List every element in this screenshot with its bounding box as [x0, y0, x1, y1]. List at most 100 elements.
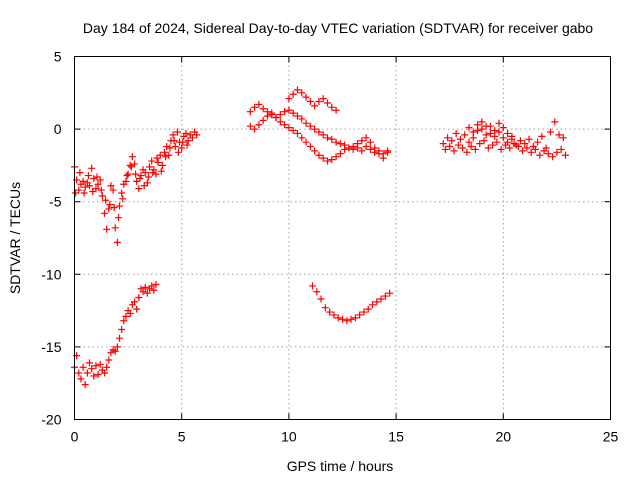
data-point [183, 141, 191, 149]
plot-frame [74, 56, 611, 420]
data-point [148, 157, 156, 165]
data-point [124, 170, 132, 178]
data-point [536, 151, 544, 159]
series-early-lower [71, 280, 160, 389]
grid [74, 56, 611, 420]
data-point [153, 154, 161, 162]
data-point [375, 150, 383, 158]
data-point [285, 106, 293, 114]
y-tick-label: -20 [41, 412, 61, 428]
data-point [178, 144, 186, 152]
x-tick-label: 5 [178, 429, 186, 445]
data-point [311, 102, 319, 110]
data-point [118, 189, 126, 197]
series-evening-b [441, 137, 569, 161]
data-point [377, 295, 385, 303]
data-point [111, 224, 119, 232]
data-point [519, 147, 527, 155]
data-point [152, 280, 160, 288]
series-midday-lower [308, 282, 394, 325]
data-point [118, 325, 126, 333]
data-point [302, 93, 310, 101]
x-tick-label: 10 [281, 429, 297, 445]
data-point [289, 109, 297, 117]
data-point [89, 188, 97, 196]
data-point [140, 182, 148, 190]
data-point [444, 134, 452, 142]
data-point [343, 317, 351, 325]
series-midday-upper-a [246, 100, 392, 158]
data-point [319, 95, 327, 103]
data-point [351, 314, 359, 322]
data-point [90, 174, 98, 182]
data-point [83, 369, 91, 377]
data-point [188, 134, 196, 142]
data-point [364, 305, 372, 313]
data-point [360, 308, 368, 316]
data-point [315, 128, 323, 136]
data-point [268, 109, 276, 117]
data-point [122, 177, 130, 185]
data-point [347, 315, 355, 323]
data-point [534, 138, 542, 146]
data-point [463, 148, 471, 156]
data-point [506, 144, 514, 152]
data-point [499, 124, 507, 132]
data-point [146, 163, 154, 171]
data-point [501, 141, 509, 149]
data-point [521, 140, 529, 148]
data-point [169, 131, 177, 139]
data-point [302, 119, 310, 127]
data-point [467, 143, 475, 151]
data-point [144, 173, 152, 181]
data-point [306, 122, 314, 130]
data-point [319, 131, 327, 139]
data-point [173, 128, 181, 136]
data-point [150, 286, 158, 294]
data-point [116, 202, 124, 210]
data-point [105, 205, 113, 213]
data-point [152, 170, 160, 178]
data-point [105, 356, 113, 364]
data-point [81, 183, 89, 191]
y-tick-label: -5 [49, 194, 62, 210]
y-tick-label: -10 [41, 266, 61, 282]
chart-title: Day 184 of 2024, Sidereal Day-to-day VTE… [83, 20, 593, 36]
data-point [86, 182, 94, 190]
data-point [523, 144, 531, 152]
data-point [336, 150, 344, 158]
data-point [94, 370, 102, 378]
series-early-upper [71, 128, 201, 246]
data-point [79, 177, 87, 185]
data-point [128, 153, 136, 161]
data-point [306, 98, 314, 106]
data-point [358, 137, 366, 145]
data-point [272, 113, 280, 121]
data-point [561, 151, 569, 159]
data-point [557, 145, 565, 153]
data-point [495, 119, 503, 127]
y-tick-label: 0 [54, 121, 62, 137]
data-point [549, 153, 557, 161]
data-point [293, 129, 301, 137]
data-point [452, 129, 460, 137]
data-point [328, 156, 336, 164]
data-point [553, 148, 561, 156]
data-point [110, 204, 118, 212]
data-point [461, 131, 469, 139]
y-tick-label: 5 [54, 49, 62, 65]
data-point [341, 145, 349, 153]
data-point [157, 167, 165, 175]
data-point [326, 308, 334, 316]
y-axis-label: SDTVAR / TECUs [7, 182, 23, 294]
x-tick-label: 20 [496, 429, 512, 445]
data-point [544, 150, 552, 158]
data-point [366, 138, 374, 146]
data-point [456, 135, 464, 143]
data-point [332, 106, 340, 114]
data-point [94, 180, 102, 188]
data-point [102, 196, 110, 204]
data-point [161, 148, 169, 156]
data-point [446, 143, 454, 151]
